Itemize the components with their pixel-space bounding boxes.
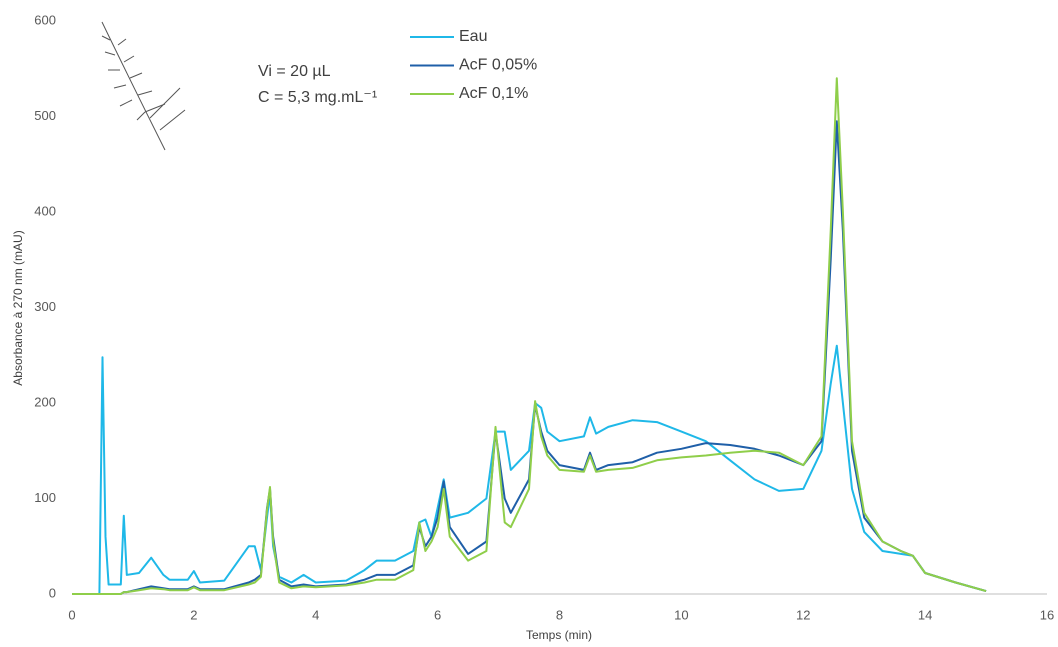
annotation: C = 5,3 mg.mL⁻¹: [258, 89, 377, 106]
x-tick-label: 10: [674, 607, 688, 622]
x-tick-label: 8: [556, 607, 563, 622]
x-tick-label: 6: [434, 607, 441, 622]
x-tick-label: 4: [312, 607, 319, 622]
y-tick-label: 200: [34, 394, 56, 409]
legend-label: AcF 0,05%: [459, 57, 537, 74]
data-line: [72, 344, 987, 595]
legend-label: AcF 0,1%: [459, 85, 528, 102]
x-tick-label: 14: [918, 607, 932, 622]
y-tick-label: 500: [34, 108, 56, 123]
y-axis-label: Absorbance à 270 nm (mAU): [11, 230, 25, 385]
x-axis-label: Temps (min): [526, 628, 592, 642]
y-tick-label: 600: [34, 12, 56, 27]
x-tick-label: 16: [1040, 607, 1054, 622]
data-line: [72, 77, 987, 595]
y-tick-label: 300: [34, 299, 56, 314]
legend-label: Eau: [459, 28, 487, 45]
x-tick-label: 0: [68, 607, 75, 622]
x-tick-label: 2: [190, 607, 197, 622]
x-tick-label: 12: [796, 607, 810, 622]
leaf-icon: [101, 21, 186, 151]
y-tick-label: 0: [49, 585, 56, 600]
y-tick-label: 400: [34, 203, 56, 218]
annotation: Vi = 20 µL: [258, 63, 331, 80]
y-tick-label: 100: [34, 490, 56, 505]
